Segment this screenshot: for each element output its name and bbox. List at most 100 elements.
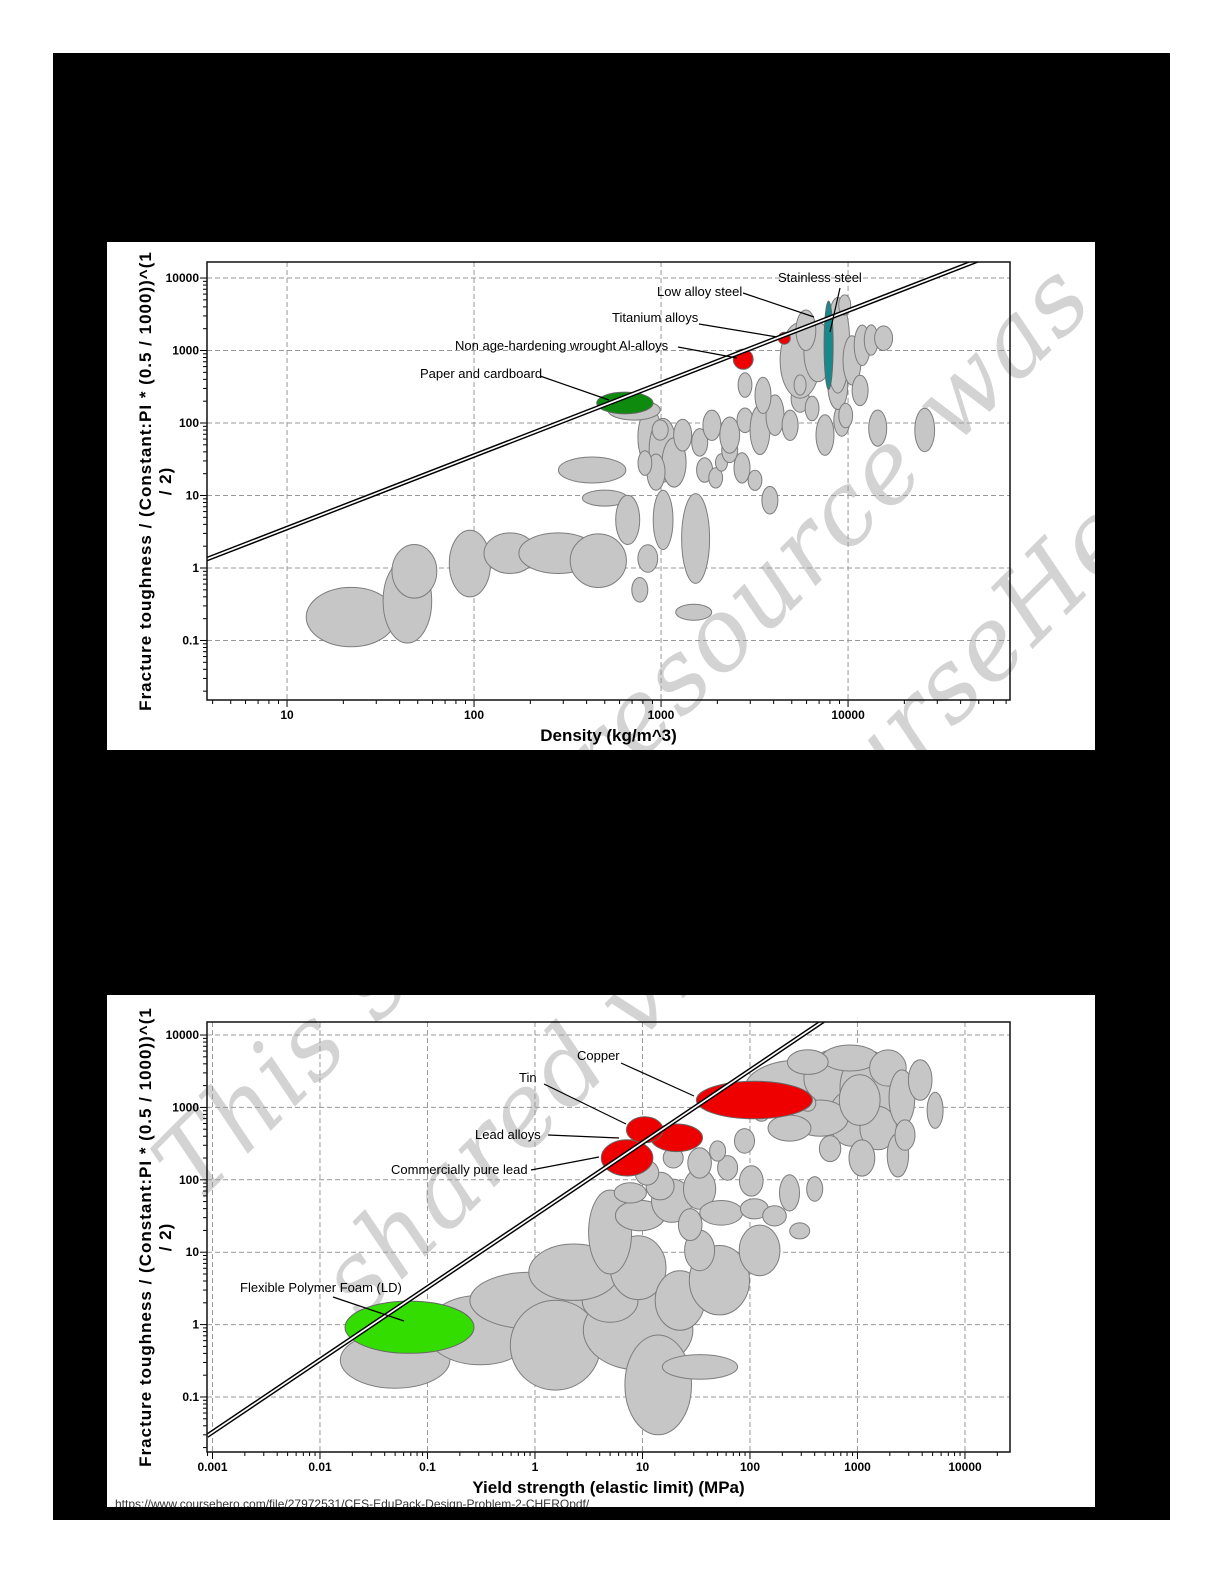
material-bubble — [631, 577, 649, 603]
material-bubble — [448, 529, 491, 598]
x-tick-label: 10 — [636, 1460, 650, 1474]
material-bubble — [717, 1155, 739, 1181]
y-tick-label: 0.1 — [182, 1390, 199, 1404]
material-stainless-steel — [823, 300, 834, 391]
highlighted-materials — [344, 1080, 813, 1354]
y-tick-label: 10000 — [166, 1028, 200, 1042]
callout-label-tin: Tin — [519, 1070, 537, 1085]
material-bubble — [677, 1208, 703, 1242]
callout-leader-line — [332, 1296, 405, 1322]
callout-leader-line — [539, 375, 610, 401]
y-axis-title-line2: / 2) — [156, 1223, 175, 1252]
material-bubble — [699, 1200, 744, 1226]
material-bubble — [719, 416, 741, 454]
material-bubble — [848, 1139, 876, 1177]
y-tick-label: 1 — [192, 561, 199, 575]
x-tick-label: 0.1 — [419, 1460, 436, 1474]
tick-labels: 0.001 0.01 0.1 1 10 100 1000 10000 0.1 1 10 100 1000… — [166, 1028, 982, 1474]
material-bubble — [613, 1182, 647, 1204]
material-bubble — [815, 414, 835, 456]
material-bubble — [874, 325, 894, 351]
material-bubble — [637, 544, 659, 573]
selection-guide-line — [207, 262, 980, 562]
x-tick-label: 10000 — [948, 1460, 982, 1474]
material-bubble — [739, 1165, 764, 1197]
material-bubble — [637, 450, 653, 476]
material-bubble — [702, 409, 722, 442]
axis-titles: Yield strength (elastic limit) (MPa) Frac… — [136, 1007, 745, 1497]
material-bubble — [779, 1174, 800, 1212]
plot-frame — [206, 1021, 1011, 1453]
material-bubble — [868, 409, 888, 447]
material-bubbles — [305, 294, 936, 648]
material-bubble — [781, 409, 799, 442]
material-bubble — [624, 1334, 693, 1436]
y-tick-label: 1000 — [172, 1100, 199, 1114]
material-bubble — [761, 485, 779, 515]
y-tick-label: 10000 — [166, 271, 200, 285]
material-bubble — [907, 1059, 933, 1101]
callout-leader-line — [698, 323, 778, 338]
material-bubble — [733, 452, 751, 484]
axis-titles: Density (kg/m^3) Fracture toughness / (Co… — [136, 251, 677, 745]
material-bubble — [894, 1119, 916, 1151]
y-tick-label: 1000 — [172, 344, 199, 358]
x-tick-label: 0.001 — [197, 1460, 227, 1474]
callout-label-copper: Copper — [577, 1048, 620, 1063]
y-tick-label: 10 — [186, 1245, 200, 1259]
material-bubble — [652, 489, 674, 551]
callout-leader-line — [742, 292, 815, 318]
callout-label-titanium-alloys: Titanium alloys — [612, 310, 699, 325]
material-bubble — [818, 1135, 842, 1163]
y-tick-label: 10 — [186, 488, 200, 502]
material-bubble — [615, 494, 641, 545]
material-bubble — [838, 402, 854, 429]
material-copper — [695, 1080, 813, 1120]
y-tick-label: 1 — [192, 1318, 199, 1332]
material-callouts: Copper Tin Lead alloys Commercially pure le… — [240, 1048, 695, 1322]
material-bubble — [838, 1074, 881, 1126]
material-bubble — [914, 407, 936, 453]
x-axis-title: Yield strength (elastic limit) (MPa) — [472, 1478, 744, 1497]
callout-label-commercially-pure-lead: Commercially pure lead — [391, 1162, 528, 1177]
material-bubble — [691, 428, 709, 457]
material-bubble — [681, 493, 711, 584]
y-tick-label: 100 — [179, 416, 199, 430]
x-tick-label: 1 — [532, 1460, 539, 1474]
density-chart-panel: This study resource was shared via Cours… — [107, 242, 1095, 750]
material-bubble — [851, 374, 869, 407]
material-bubble — [806, 1176, 824, 1202]
callout-label-non-age-hardening-wrought-al-alloys: Non age-hardening wrought Al-alloys — [455, 338, 669, 353]
material-bubble — [675, 603, 713, 621]
material-bubble — [557, 456, 627, 484]
callout-label-paper-and-cardboard: Paper and cardboard — [420, 366, 542, 381]
material-bubble — [305, 586, 397, 648]
x-tick-label: 10000 — [831, 708, 865, 722]
material-bubble — [738, 1224, 781, 1277]
material-bubble — [708, 467, 724, 489]
selection-guide-line — [207, 1022, 826, 1438]
y-axis-title-line1: Fracture toughness / (Constant:PI * (0.5… — [136, 251, 155, 711]
x-tick-label: 1000 — [648, 708, 675, 722]
x-tick-label: 1000 — [844, 1460, 871, 1474]
density-chart: 10 100 1000 100000.1110100100010000Density … — [136, 251, 1011, 745]
material-bubble — [793, 374, 807, 396]
material-bubble — [569, 533, 627, 589]
y-tick-label: 100 — [179, 1173, 199, 1187]
y-axis-title-line2: / 2) — [156, 467, 175, 496]
callout-label-low-alloy-steel: Low alloy steel — [657, 284, 742, 299]
callout-label-stainless-steel: Stainless steel — [778, 270, 862, 285]
callout-leader-line — [547, 1134, 620, 1139]
plot-frame — [206, 261, 1011, 701]
material-paper-and-cardboard — [596, 391, 654, 415]
source-url-clipped: https://www.coursehero.com/file/27972531… — [115, 1497, 590, 1507]
callout-leader-line — [677, 346, 738, 359]
material-bubble — [661, 1354, 739, 1380]
material-bubble — [673, 418, 693, 452]
material-commercially-pure-lead — [600, 1139, 654, 1177]
tick-labels: 10 100 1000 10000 0.1 1 10 100 1000 10000 — [166, 271, 865, 722]
yield-strength-chart: 0.001 0.01 0.1 1 10 100 1000 10000 0.1 1 10 100 1000… — [136, 1007, 1011, 1497]
material-bubble — [391, 544, 438, 599]
x-tick-label: 100 — [464, 708, 484, 722]
